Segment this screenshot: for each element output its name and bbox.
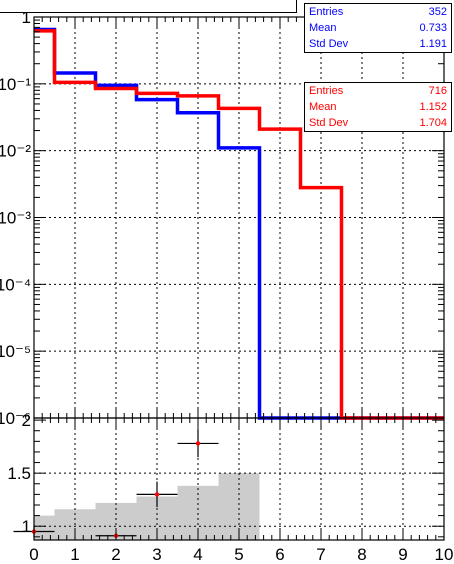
ratio-band-area (34, 473, 260, 540)
stat-row: Entries 716 (305, 83, 451, 99)
y-tick-label: 10⁻⁶ (0, 409, 31, 428)
ratio-y-tick-label: 1.5 (7, 464, 31, 483)
x-tick-label: 1 (70, 545, 79, 564)
stat-value: 716 (428, 85, 447, 97)
title-box (0, 0, 297, 13)
stat-label: Entries (309, 6, 344, 18)
stats-box-red: Entries 716 Mean 1.152 Std Dev 1.704 (304, 82, 452, 132)
x-tick-label: 8 (357, 545, 366, 564)
y-tick-label: 10⁻¹ (0, 75, 31, 94)
stat-value: 1.704 (419, 117, 447, 129)
stat-label: Mean (309, 22, 337, 34)
stat-row: Std Dev 1.704 (305, 115, 451, 131)
stat-value: 1.191 (419, 38, 447, 50)
x-tick-label: 0 (29, 545, 38, 564)
stat-row: Mean 0.733 (305, 20, 451, 36)
x-tick-label: 3 (152, 545, 161, 564)
ratio-point (154, 492, 160, 497)
x-tick-label: 9 (398, 545, 407, 564)
stat-row: Entries 352 (305, 4, 451, 20)
stat-label: Std Dev (309, 38, 349, 50)
stats-box-blue: Entries 352 Mean 0.733 Std Dev 1.191 (304, 3, 452, 53)
stat-value: 1.152 (419, 101, 447, 113)
y-tick-label: 10⁻⁵ (0, 342, 31, 361)
stat-label: Entries (309, 85, 344, 97)
stat-row: Mean 1.152 (305, 99, 451, 115)
x-tick-label: 5 (234, 545, 243, 564)
series-line-red (34, 29, 444, 420)
y-tick-label: 10⁻² (0, 142, 31, 161)
ratio-band (34, 473, 260, 540)
stat-label: Std Dev (309, 117, 349, 129)
x-tick-label: 4 (193, 545, 202, 564)
x-tick-label: 7 (316, 545, 325, 564)
stat-value: 352 (428, 6, 447, 18)
x-tick-label: 10 (435, 545, 454, 564)
axis-labels: 1 10⁻¹ 10⁻² 10⁻³ 10⁻⁴ 10⁻⁵ 10⁻⁶ 1 1.5 2 0 1 2 3 4 5 6 7 8 9… (0, 8, 453, 564)
stat-row: Std Dev 1.191 (305, 36, 451, 52)
stat-value: 0.733 (419, 22, 447, 34)
y-tick-label: 1 (22, 8, 31, 27)
x-tick-label: 2 (111, 545, 120, 564)
stat-label: Mean (309, 101, 337, 113)
y-tick-label: 10⁻³ (0, 209, 31, 228)
x-tick-label: 6 (275, 545, 284, 564)
ratio-y-tick-label: 1 (22, 517, 31, 536)
y-tick-label: 10⁻⁴ (0, 275, 31, 294)
ratio-y-tick-label: 2 (22, 411, 31, 430)
ratio-point (195, 441, 201, 446)
